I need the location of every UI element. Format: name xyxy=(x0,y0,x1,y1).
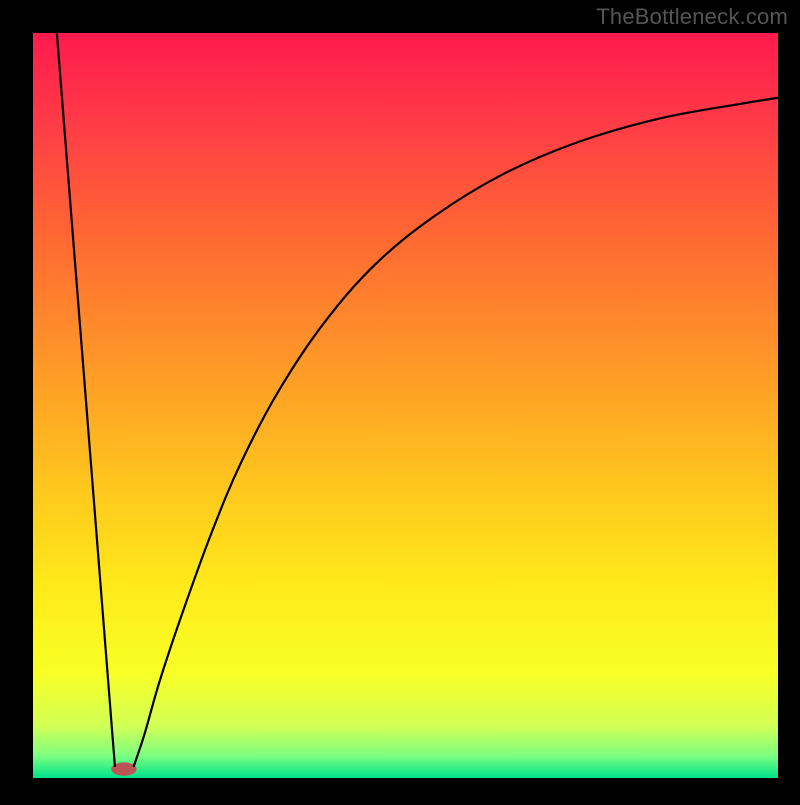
plot-background xyxy=(33,33,778,778)
watermark-text: TheBottleneck.com xyxy=(596,4,788,30)
bottleneck-curve-chart: TheBottleneck.com xyxy=(0,0,800,800)
chart-canvas xyxy=(0,0,800,800)
